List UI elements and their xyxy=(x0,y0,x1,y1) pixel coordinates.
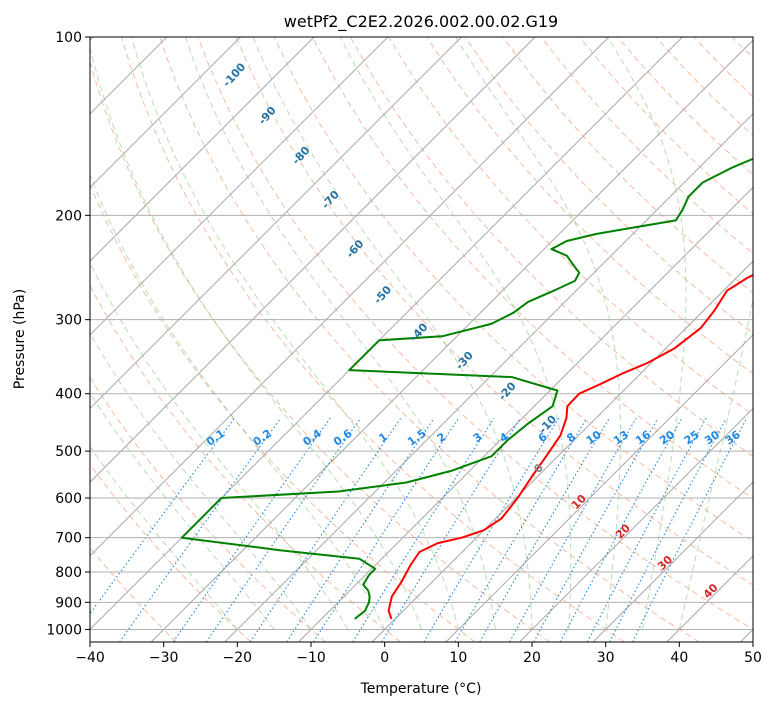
dewpoint-profile-line xyxy=(180,157,753,620)
isotherm-line xyxy=(90,37,462,410)
x-tick-label: 40 xyxy=(670,650,688,666)
mixing-ratio-line xyxy=(454,417,588,642)
plot-frame xyxy=(89,36,754,643)
mixing-ratio-line xyxy=(586,417,707,642)
mixing-ratio-line xyxy=(609,417,727,642)
dry-adiabat-line xyxy=(197,37,753,630)
x-tick-label: −20 xyxy=(223,650,253,666)
isotherm-line xyxy=(445,334,753,642)
dry-adiabat-line xyxy=(90,463,252,642)
y-axis: 100 200 300 400 500 600 700 800 900 1000 xyxy=(46,30,90,638)
mixing-ratio-line xyxy=(249,417,402,642)
isotherm-line xyxy=(90,37,241,189)
mixing-ratio-line xyxy=(509,417,637,642)
x-tick-label: −40 xyxy=(75,650,105,666)
isotherm-line xyxy=(224,113,753,642)
mixing-ratio-line xyxy=(479,417,610,642)
mixing-ratio-line xyxy=(559,417,683,642)
dry-adiabat-line xyxy=(273,37,753,543)
isotherm-line xyxy=(592,481,753,642)
moist-adiabat-line xyxy=(678,295,753,630)
moist-adiabat-line xyxy=(90,173,386,630)
chart-title: wetPf2_C2E2.2026.002.00.02.G19 xyxy=(284,12,558,32)
isotherm-line xyxy=(519,407,753,642)
moist-adiabat-line xyxy=(90,261,349,630)
moist-adiabat-line xyxy=(90,45,422,630)
y-tick-label: 300 xyxy=(55,313,82,329)
y-tick-label: 800 xyxy=(55,565,82,581)
x-tick-label: 20 xyxy=(523,650,541,666)
isotherm-line xyxy=(150,39,753,642)
dry-adiabat-line xyxy=(90,376,327,642)
y-tick-label: 900 xyxy=(55,595,82,611)
isotherm-line xyxy=(298,186,753,642)
x-tick-label: −30 xyxy=(149,650,179,666)
mixing-ratio-line xyxy=(313,417,459,642)
y-tick-label: 600 xyxy=(55,491,82,507)
dry-adiabat-line xyxy=(311,37,753,500)
dry-adiabat-line xyxy=(121,37,625,642)
dry-adiabat-line xyxy=(90,60,551,642)
x-tick-label: 50 xyxy=(744,650,762,666)
moist-adiabat-line xyxy=(131,37,459,630)
x-tick-label: 0 xyxy=(380,650,389,666)
isotherm-line xyxy=(90,37,389,336)
y-tick-label: 1000 xyxy=(46,622,82,638)
x-tick-label: 30 xyxy=(597,650,615,666)
dry-adiabat-line xyxy=(502,37,753,294)
moist-adiabat-line xyxy=(339,37,572,630)
moist-adiabat-line xyxy=(455,37,621,630)
y-tick-label: 200 xyxy=(55,208,82,224)
dry-adiabat-line xyxy=(235,37,753,586)
background-lines xyxy=(90,37,753,642)
moist-adiabat-line xyxy=(184,37,496,630)
dry-adiabat-line xyxy=(159,37,700,642)
isotherm-line xyxy=(371,260,753,642)
x-axis: −40 −30 −20 −10 0 10 20 30 40 50 xyxy=(75,642,762,666)
isotherm-line xyxy=(90,37,315,262)
mixing-ratio-line xyxy=(632,417,748,642)
y-axis-title: Pressure (hPa) xyxy=(12,289,28,389)
isobar-grid xyxy=(90,37,753,630)
temperature-profile-line xyxy=(387,273,753,620)
x-tick-label: 10 xyxy=(449,650,467,666)
mixing-ratio-line xyxy=(533,417,659,642)
series-layer xyxy=(180,157,753,620)
moist-adiabat-line xyxy=(607,37,687,630)
moist-adiabat-line xyxy=(252,37,533,630)
moist-adiabat-line xyxy=(90,445,238,630)
mixing-ratio-line xyxy=(352,417,495,642)
y-tick-label: 100 xyxy=(55,30,82,46)
x-tick-label: −10 xyxy=(296,650,326,666)
mixing-ratio-line xyxy=(381,417,521,642)
mixing-ratio-line xyxy=(286,417,435,642)
x-axis-title: Temperature (°C) xyxy=(360,681,482,697)
mixing-ratio-line xyxy=(90,417,235,615)
y-tick-label: 500 xyxy=(55,444,82,460)
y-tick-label: 400 xyxy=(55,387,82,403)
moist-adiabat-line xyxy=(90,332,312,630)
mixing-ratio-line xyxy=(119,417,282,642)
moist-adiabat-line xyxy=(90,392,275,630)
isotherm-line xyxy=(90,37,610,557)
isotherm-line xyxy=(90,37,536,483)
y-tick-label: 700 xyxy=(55,531,82,547)
